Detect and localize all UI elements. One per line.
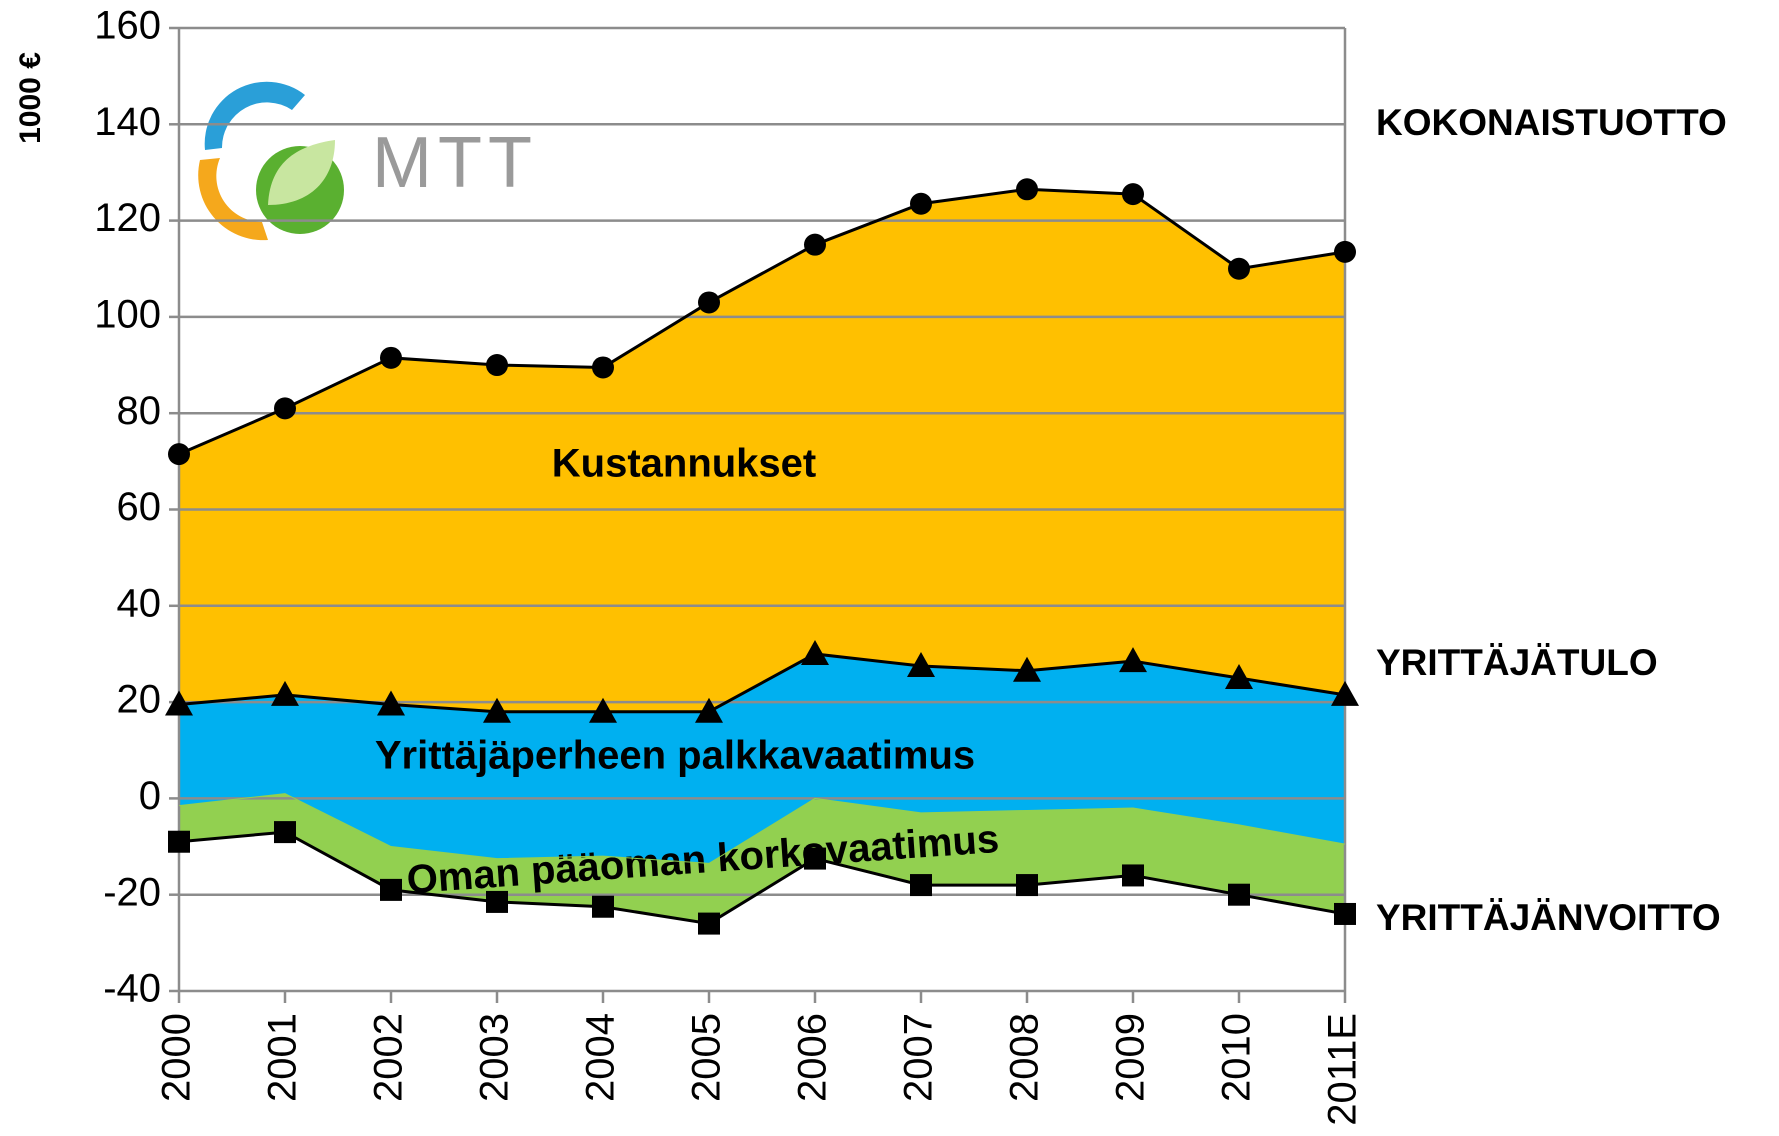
marker (483, 697, 511, 723)
marker (1119, 647, 1147, 673)
marker (271, 680, 299, 706)
logo-arc-blue (204, 81, 305, 150)
logo: MTT (198, 81, 538, 241)
x-tick-label: 2009 (1109, 1013, 1153, 1102)
marker (907, 651, 935, 677)
y-tick-label: 100 (94, 292, 161, 336)
marker (698, 291, 720, 314)
marker (274, 821, 296, 844)
series-line (178, 652, 1346, 714)
marker (592, 356, 614, 379)
marker (804, 847, 826, 870)
x-tick-label: 2007 (897, 1013, 941, 1102)
x-tick-label: 2010 (1215, 1013, 1259, 1102)
x-tick-label: 2001 (261, 1013, 305, 1102)
logo-text: MTT (372, 123, 538, 203)
y-tick-label: 140 (94, 100, 161, 144)
y-tick-label: 120 (94, 196, 161, 240)
marker (1122, 864, 1144, 887)
x-tick-label: 2011E (1321, 1013, 1365, 1126)
marker (698, 912, 720, 935)
y-tick-label: -20 (103, 870, 161, 914)
y-tick-label: 80 (117, 389, 162, 433)
x-tick-label: 2002 (367, 1013, 411, 1102)
y-tick-label: 20 (117, 678, 162, 722)
marker (165, 690, 193, 716)
marker (910, 192, 932, 215)
marker (274, 397, 296, 420)
marker (1016, 874, 1038, 897)
marker (910, 874, 932, 897)
x-tick-label: 2000 (155, 1013, 199, 1102)
series-name: KOKONAISTUOTTO (1376, 102, 1727, 143)
marker (1016, 178, 1038, 201)
area-label: Kustannukset (552, 442, 817, 486)
marker (380, 878, 402, 901)
marker (1225, 664, 1253, 690)
series-line (178, 830, 1346, 926)
x-tick-label: 2005 (685, 1013, 729, 1102)
x-tick-label: 2003 (473, 1013, 517, 1102)
marker (695, 697, 723, 723)
x-tick-label: 2004 (579, 1013, 623, 1102)
marker (592, 895, 614, 918)
marker (380, 346, 402, 369)
marker (377, 690, 405, 716)
area-fill (179, 793, 1345, 924)
logo-arc-orange (198, 158, 268, 241)
y-axis-label: 1000 € (14, 52, 47, 144)
marker (486, 354, 508, 377)
areas (179, 189, 1345, 924)
marker (1331, 680, 1359, 706)
y-tick-label: 160 (94, 4, 161, 48)
y-tick-label: 60 (117, 485, 162, 529)
marker (1228, 883, 1250, 906)
marker (168, 443, 190, 466)
series-line (178, 793, 1346, 864)
y-tick-label: 0 (139, 774, 161, 818)
marker (486, 890, 508, 913)
marker (1228, 257, 1250, 280)
area-fill (179, 189, 1345, 712)
marker (801, 639, 829, 665)
marker (804, 233, 826, 256)
y-tick-label: 40 (117, 581, 162, 625)
marker (1334, 240, 1356, 263)
area-fill (179, 653, 1345, 864)
series-name: YRITTÄJÄTULO (1376, 642, 1658, 683)
marker (1013, 656, 1041, 682)
y-tick-label: -40 (103, 967, 161, 1011)
logo-leaf (268, 140, 335, 205)
series-name: YRITTÄJÄNVOITTO (1376, 897, 1721, 938)
x-tick-label: 2008 (1003, 1013, 1047, 1102)
marker (1334, 902, 1356, 925)
x-tick-label: 2006 (791, 1013, 835, 1102)
marker (168, 830, 190, 853)
marker (1122, 183, 1144, 206)
marker (589, 697, 617, 723)
series-line (178, 187, 1346, 456)
area-label: Yrittäjäperheen palkkavaatimus (375, 734, 975, 778)
